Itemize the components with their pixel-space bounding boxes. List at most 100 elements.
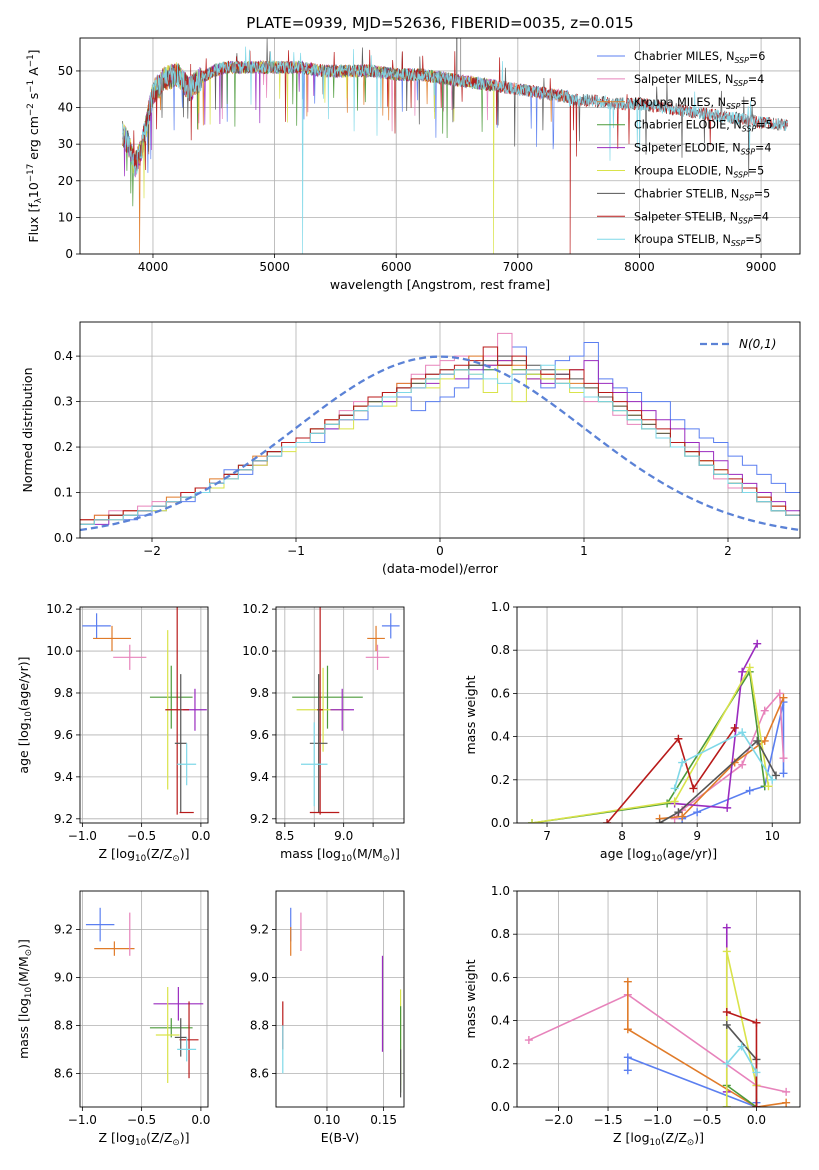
y-tick-label: 8.8 — [54, 1018, 73, 1032]
legend-entry: Chabrier ELODIE, NSSP=5 — [634, 119, 773, 134]
x-tick-label: −0.5 — [127, 829, 156, 843]
weight-marker — [771, 771, 780, 780]
spectrum-line-kroupa-stelib — [122, 46, 788, 254]
y-tick-label: 9.4 — [250, 770, 269, 784]
y-tick-label: 10 — [58, 210, 73, 224]
x-axis-label: (data-model)/error — [382, 561, 499, 576]
y-tick-label: 9.2 — [54, 812, 73, 826]
weight-marker — [722, 1007, 731, 1016]
x-tick-label: 2 — [724, 544, 732, 558]
x-tick-label: −2 — [143, 544, 161, 558]
weight-marker — [623, 1025, 632, 1034]
weight-marker — [722, 1059, 731, 1068]
y-axis-label: mass weight — [463, 675, 478, 754]
weight-marker — [528, 819, 537, 823]
y-tick-label: 9.6 — [250, 728, 269, 742]
weight-marker — [737, 1042, 746, 1051]
y-tick-label: 9.0 — [54, 970, 73, 984]
plot-area — [80, 332, 800, 538]
weight-marker — [760, 706, 769, 715]
gridlines — [80, 322, 800, 539]
weight-line-chabrier-miles — [627, 1056, 758, 1107]
legend-entry: Chabrier STELIB, NSSP=5 — [634, 187, 770, 202]
x-tick-label: 0 — [436, 544, 444, 558]
x-tick-label: 0.10 — [314, 1113, 341, 1127]
y-axis-label: mass [log10(M/M⊙)] — [16, 939, 34, 1059]
x-axis-label: Z [log10(Z/Z⊙)] — [98, 846, 189, 864]
plot-area — [282, 907, 402, 1098]
x-tick-label: 6000 — [381, 260, 412, 274]
y-axis-label: age [log10(age/yr)] — [16, 656, 34, 773]
x-tick-label: 10 — [765, 829, 780, 843]
weight-marker — [674, 734, 683, 743]
weight-marker — [670, 797, 679, 806]
y-tick-label: 40 — [58, 101, 73, 115]
y-tick-label: 0.4 — [491, 1014, 510, 1028]
x-axis-label: Z [log10(Z/Z⊙)] — [613, 1130, 704, 1148]
weight-marker — [752, 1018, 761, 1027]
weight-marker — [722, 1103, 731, 1107]
x-tick-label: 8 — [618, 829, 626, 843]
axes-weight-vs-Z: −2.0 −1.5 −1.0 −0.5 0.0 0.0 0.2 0.4 0.6 0.8 1.0 Z [… — [463, 884, 801, 1148]
weight-marker — [745, 663, 754, 672]
weight-marker — [768, 775, 777, 784]
weight-line-kroupa-stelib — [673, 731, 773, 789]
y-axis-label: Normed distribution — [20, 367, 35, 492]
y-tick-label: 0.2 — [491, 773, 510, 787]
weight-marker — [738, 667, 747, 676]
y-tick-label: 10.2 — [242, 602, 269, 616]
x-tick-label: 9.0 — [334, 829, 353, 843]
x-tick-label: 0.0 — [191, 1113, 210, 1127]
y-tick-label: 0.4 — [54, 349, 73, 363]
weight-marker — [738, 728, 747, 737]
y-tick-label: 10.0 — [242, 644, 269, 658]
x-tick-label: 9000 — [746, 260, 777, 274]
x-tick-label: 7 — [543, 829, 551, 843]
weight-marker — [752, 1068, 761, 1077]
y-tick-label: 8.6 — [250, 1066, 269, 1080]
y-tick-label: 9.6 — [54, 728, 73, 742]
plot-area — [82, 607, 207, 815]
weight-marker — [775, 689, 784, 698]
weight-marker — [722, 1020, 731, 1029]
legend-entry: Salpeter ELODIE, NSSP=4 — [634, 142, 772, 157]
y-tick-label: 0.0 — [54, 531, 73, 545]
axes-residuals: −2 −1 0 1 2 0.0 0.1 0.2 0.3 0.4 (data-model)/error… — [20, 321, 801, 576]
y-tick-label: 8.8 — [250, 1018, 269, 1032]
weight-marker — [752, 1103, 761, 1107]
y-tick-label: 20 — [58, 174, 73, 188]
weight-line-chabrier-elodie — [531, 669, 766, 823]
y-tick-label: 0.4 — [491, 730, 510, 744]
y-tick-label: 0.1 — [54, 486, 73, 500]
gridlines — [80, 607, 208, 823]
x-tick-label: 0.15 — [370, 1113, 397, 1127]
axes-age-vs-mass: 8.5 9.0 9.2 9.4 9.6 9.8 10.0 10.2 mass [log10(M/… — [242, 602, 405, 864]
axes-frame — [79, 37, 801, 255]
axes-frame — [275, 890, 405, 1108]
y-tick-label: 9.0 — [250, 970, 269, 984]
y-tick-label: 0.0 — [491, 1100, 510, 1114]
x-tick-label: 7000 — [503, 260, 534, 274]
y-tick-label: 9.8 — [250, 686, 269, 700]
weight-marker — [674, 808, 683, 817]
x-tick-label: −2.0 — [544, 1113, 573, 1127]
weight-marker — [670, 814, 679, 823]
legend-entry: Kroupa ELODIE, NSSP=5 — [634, 165, 764, 180]
legend-entry: Kroupa MILES, NSSP=5 — [634, 96, 757, 111]
weight-marker — [764, 782, 773, 791]
axes-frame — [516, 890, 801, 1108]
gridlines — [276, 891, 404, 1107]
weight-marker — [655, 819, 664, 823]
y-tick-label: 30 — [58, 137, 73, 151]
weight-marker — [623, 1066, 632, 1075]
y-tick-label: 0.2 — [491, 1057, 510, 1071]
gaussian-curve — [80, 355, 800, 532]
x-tick-label: −1.5 — [593, 1113, 622, 1127]
weight-line-salpeter-miles — [528, 993, 787, 1093]
x-tick-label: −1 — [287, 544, 305, 558]
weight-marker — [722, 947, 731, 956]
weight-marker — [779, 754, 788, 763]
y-tick-label: 0.0 — [491, 816, 510, 830]
y-tick-label: 0.2 — [54, 440, 73, 454]
x-tick-label: 9 — [693, 829, 701, 843]
